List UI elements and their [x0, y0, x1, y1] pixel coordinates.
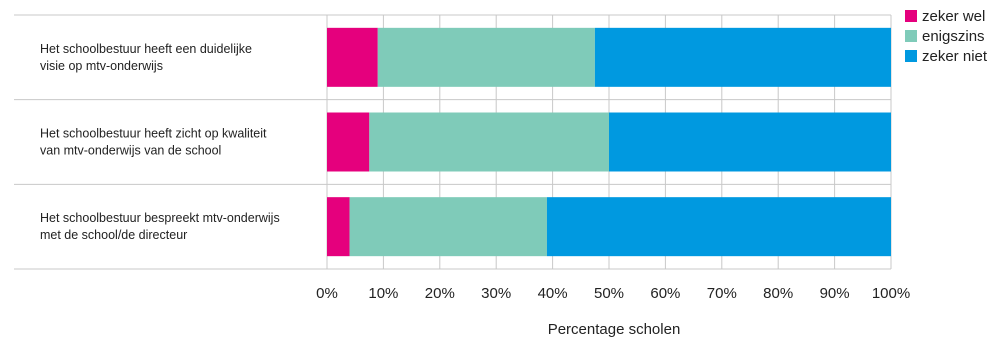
bar-segment-enigszins [377, 27, 595, 87]
x-tick-label: 100% [872, 285, 910, 302]
x-tick-label: 50% [594, 285, 624, 302]
legend-swatch [905, 30, 917, 42]
legend: zeker wel enigszins zeker niet [905, 8, 988, 65]
x-tick-label: 80% [763, 285, 793, 302]
bar-segment-zeker-niet [594, 27, 891, 87]
x-axis-title: Percentage scholen [548, 321, 681, 338]
x-tick-label: 30% [481, 285, 511, 302]
bar-segment-zeker-niet [609, 112, 891, 172]
x-tick-label: 40% [538, 285, 568, 302]
category-labels: Het schoolbestuur heeft een duidelijke vi… [40, 42, 280, 242]
bar-segment-enigszins [349, 197, 547, 257]
legend-label: enigszins [922, 28, 985, 45]
bars [327, 27, 891, 257]
x-tick-label: 70% [707, 285, 737, 302]
x-tick-label: 0% [316, 285, 338, 302]
category-label: Het schoolbestuur heeft zicht op kwalite… [40, 127, 267, 158]
x-tick-label: 60% [650, 285, 680, 302]
x-tick-label: 20% [425, 285, 455, 302]
bar-segment-zeker-wel [327, 197, 350, 257]
legend-swatch [905, 50, 917, 62]
bar-segment-zeker-wel [327, 112, 370, 172]
bar-segment-zeker-niet [546, 197, 891, 257]
x-tick-labels: 0% 10% 20% 30% 40% 50% 60% 70% 80% 90% 100% [316, 285, 910, 302]
category-label: Het schoolbestuur heeft een duidelijke vi… [40, 42, 252, 73]
bar-segment-enigszins [369, 112, 609, 172]
legend-swatch [905, 10, 917, 22]
x-tick-label: 10% [368, 285, 398, 302]
legend-label: zeker wel [922, 8, 985, 25]
bar-segment-zeker-wel [327, 27, 378, 87]
x-tick-label: 90% [820, 285, 850, 302]
legend-label: zeker niet [922, 48, 988, 65]
category-label: Het schoolbestuur bespreekt mtv-onderwij… [40, 211, 280, 242]
